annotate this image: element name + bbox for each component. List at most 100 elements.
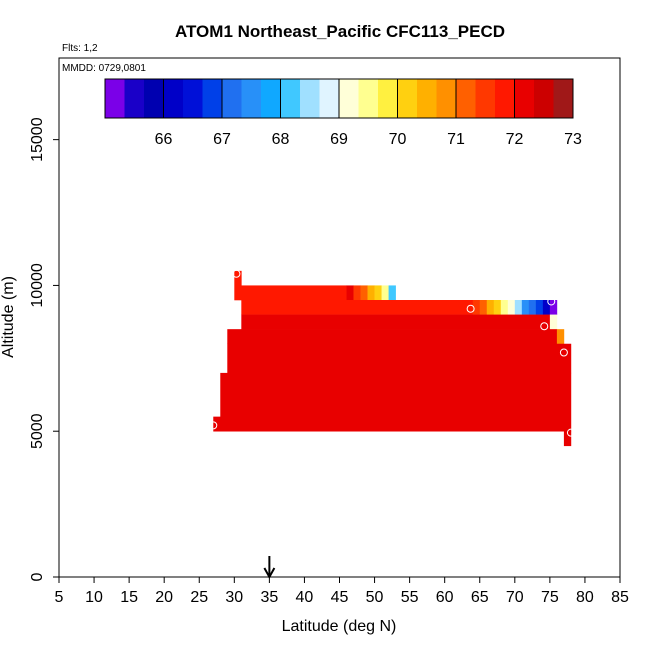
heatmap-cell xyxy=(241,300,474,315)
colorbar-swatch xyxy=(261,79,281,118)
x-tick-label: 10 xyxy=(85,589,103,606)
colorbar-swatch xyxy=(534,79,554,118)
colorbar-swatch xyxy=(144,79,164,118)
y-tick-label: 5000 xyxy=(29,413,46,449)
x-tick-label: 55 xyxy=(401,589,419,606)
heatmap-cell xyxy=(549,300,558,315)
colorbar-swatch xyxy=(436,79,457,118)
y-tick-label: 15000 xyxy=(29,117,46,162)
colorbar-swatch xyxy=(202,79,223,118)
heatmap-cells xyxy=(213,270,572,447)
colorbar-swatch xyxy=(163,79,184,118)
colorbar-swatch xyxy=(553,79,574,118)
x-tick-label: 40 xyxy=(296,589,314,606)
heatmap-cell xyxy=(472,300,481,315)
heatmap-cell xyxy=(220,372,572,432)
x-tick-label: 75 xyxy=(541,589,559,606)
heatmap-cell xyxy=(241,285,347,301)
colorbar-tick-label: 72 xyxy=(506,131,524,148)
colorbar-swatch xyxy=(124,79,145,118)
colorbar-swatch xyxy=(495,79,515,118)
chart-title: ATOM1 Northeast_Pacific CFC113_PECD xyxy=(175,22,505,41)
heatmap-cell xyxy=(542,300,551,315)
heatmap-cell xyxy=(353,285,361,301)
x-axis-label: Latitude (deg N) xyxy=(282,618,397,635)
colorbar-tick-label: 71 xyxy=(447,131,465,148)
colorbar-swatch xyxy=(397,79,418,118)
heatmap-cell xyxy=(486,300,495,315)
heatmap-cell xyxy=(535,300,544,315)
x-tick-label: 45 xyxy=(331,589,349,606)
x-tick-label: 5 xyxy=(55,589,64,606)
heatmap-cell xyxy=(521,300,530,315)
heatmap-cell xyxy=(360,285,368,301)
colorbar-swatch xyxy=(514,79,535,118)
colorbar-swatch xyxy=(280,79,301,118)
heatmap-cell xyxy=(374,285,382,301)
colorbar-swatch xyxy=(319,79,340,118)
x-tick-label: 60 xyxy=(436,589,454,606)
sample-point xyxy=(466,304,475,313)
sample-point xyxy=(209,421,218,430)
colorbar-ticks: 66 67 68 69 70 71 72 73 xyxy=(155,79,582,148)
x-tick-label: 70 xyxy=(506,589,524,606)
flights-label: Flts: 1,2 xyxy=(62,43,98,54)
heatmap-cell xyxy=(479,300,488,315)
x-tick-label: 20 xyxy=(155,589,173,606)
heatmap-cell xyxy=(500,300,509,315)
sample-point xyxy=(540,322,549,331)
colorbar-swatch xyxy=(339,79,359,118)
colorbar-swatch xyxy=(183,79,203,118)
heatmap-cell xyxy=(388,285,396,301)
x-axis: 5 10 15 20 25 30 35 40 45 50 55 60 65 70 75 80 85 xyxy=(55,576,629,606)
colorbar-swatch xyxy=(378,79,398,118)
heatmap-cell xyxy=(507,300,516,315)
heatmap-cell xyxy=(556,329,565,345)
colorbar-tick-label: 73 xyxy=(564,131,582,148)
x-tick-label: 35 xyxy=(260,589,278,606)
mmdd-label: MMDD: 0729,0801 xyxy=(62,63,146,74)
colorbar-swatch xyxy=(475,79,496,118)
heatmap-cell xyxy=(227,343,572,374)
colorbar-tick-label: 66 xyxy=(155,131,173,148)
heatmap-cell xyxy=(563,431,572,447)
colorbar-swatch xyxy=(417,79,437,118)
arrow-head xyxy=(263,567,276,580)
latitude-arrow-marker xyxy=(263,556,276,580)
heatmap-cell xyxy=(528,300,537,315)
heatmap-cell xyxy=(514,300,523,315)
colorbar-swatch xyxy=(300,79,320,118)
colorbar-tick-label: 69 xyxy=(330,131,348,148)
colorbar-swatch xyxy=(456,79,476,118)
x-tick-label: 50 xyxy=(366,589,384,606)
heatmap-cell xyxy=(227,329,558,345)
sample-point xyxy=(559,348,568,357)
sample-point xyxy=(232,269,241,278)
colorbar-tick-label: 67 xyxy=(213,131,231,148)
heatmap-cell xyxy=(234,270,242,301)
colorbar xyxy=(104,78,574,119)
colorbar-swatch xyxy=(358,79,379,118)
colorbar-tick-label: 70 xyxy=(389,131,407,148)
colorbar-swatch xyxy=(241,79,262,118)
colorbar-tick-label: 68 xyxy=(272,131,290,148)
sample-point xyxy=(566,428,575,437)
y-axis: 0 5000 10000 15000 xyxy=(29,117,60,581)
heatmap-cell xyxy=(549,314,558,330)
sample-point xyxy=(547,297,556,306)
y-tick-label: 10000 xyxy=(29,263,46,308)
colorbar-swatch xyxy=(105,79,125,118)
x-tick-label: 80 xyxy=(576,589,594,606)
heatmap-cell xyxy=(346,285,354,301)
x-tick-label: 30 xyxy=(225,589,243,606)
y-tick-label: 0 xyxy=(29,572,46,581)
heatmap-cell xyxy=(367,285,375,301)
heatmap-cell xyxy=(493,300,502,315)
heatmap-cell xyxy=(381,285,389,301)
y-axis-label: Altitude (m) xyxy=(0,276,17,358)
x-tick-label: 25 xyxy=(190,589,208,606)
heatmap-cell xyxy=(241,314,551,330)
x-tick-label: 85 xyxy=(611,589,629,606)
x-tick-label: 65 xyxy=(471,589,489,606)
